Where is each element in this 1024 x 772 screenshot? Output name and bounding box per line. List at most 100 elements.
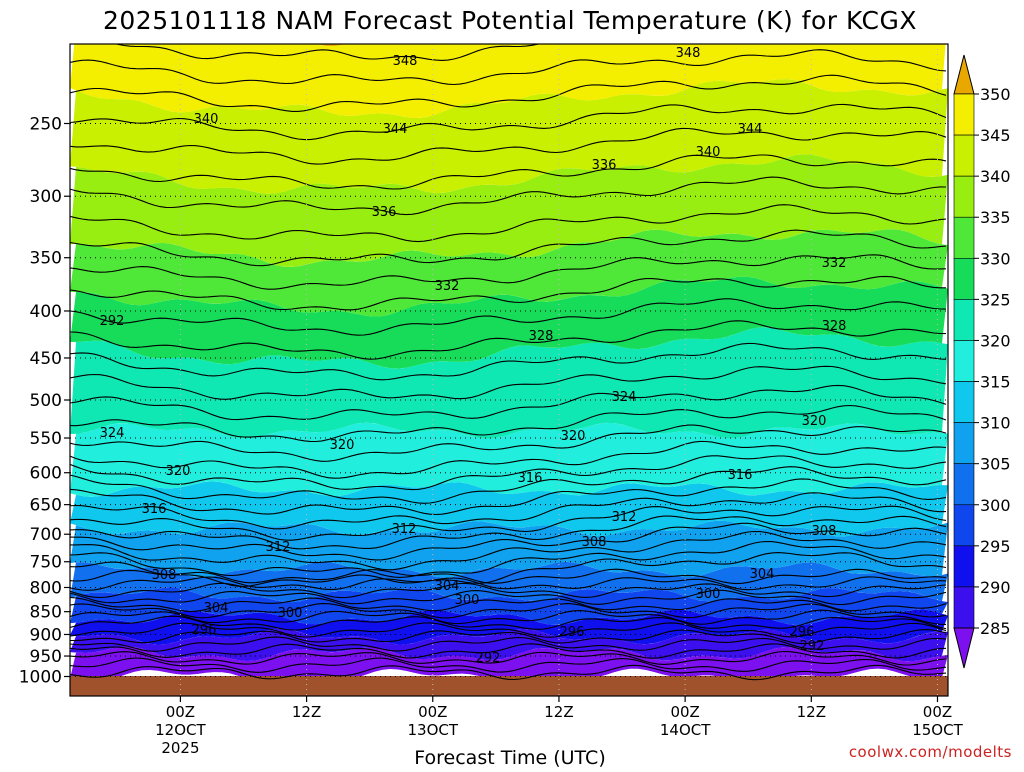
contour-line <box>70 127 947 165</box>
y-tick-label: 850 <box>30 603 62 623</box>
contour-label: 340 <box>696 145 721 160</box>
contour-line <box>70 664 947 681</box>
y-tick-label: 500 <box>30 391 62 411</box>
colorbar-segment <box>953 93 975 136</box>
contour-label: 312 <box>392 522 417 537</box>
ground <box>70 676 948 696</box>
pressure-axis: 2503003504004505005506006507007508008509… <box>19 115 70 688</box>
colorbar-label: 305 <box>980 455 1011 474</box>
contour-line <box>70 650 947 666</box>
contour-line <box>70 505 947 541</box>
y-tick-label: 1000 <box>19 668 62 688</box>
fill-band <box>70 327 948 439</box>
contour-line <box>70 103 947 141</box>
contour-line <box>70 365 947 400</box>
contour-label: 304 <box>750 567 775 582</box>
colorbar-segment <box>953 175 975 218</box>
contour-label: 308 <box>582 535 607 550</box>
contour-line <box>70 254 947 290</box>
colorbar-arrow-top <box>953 54 975 95</box>
contour-label: 316 <box>728 468 753 483</box>
contour-label: 296 <box>560 625 585 640</box>
colorbar-label: 345 <box>980 126 1011 145</box>
colorbar-segment <box>953 216 975 259</box>
y-tick-label: 800 <box>30 578 62 598</box>
y-tick-label: 900 <box>30 625 62 645</box>
contour-line <box>70 154 947 190</box>
contour-label: 344 <box>383 122 408 137</box>
y-tick-label: 600 <box>30 464 62 484</box>
contour-line <box>70 576 947 591</box>
contour-label: 340 <box>194 112 219 127</box>
colorbar-label: 320 <box>980 331 1011 350</box>
x-tick-date: 12OCT <box>155 721 206 739</box>
colorbar-segment <box>953 299 975 341</box>
x-tick-date: 14OCT <box>660 721 711 739</box>
x-tick-label: 00Z <box>418 703 447 721</box>
credit-text: coolwx.com/modelts <box>849 743 1012 761</box>
contour-line <box>70 342 947 381</box>
colorbar-segment <box>953 422 975 464</box>
contour-line <box>70 596 947 612</box>
contour-line <box>70 568 947 585</box>
contour-label: 336 <box>592 158 617 173</box>
fill-band <box>70 609 948 645</box>
contour-label: 336 <box>372 205 397 220</box>
y-tick-label: 300 <box>30 187 62 207</box>
contour-label: 304 <box>435 579 460 594</box>
ground-layer <box>70 676 948 696</box>
y-tick-label: 250 <box>30 115 62 135</box>
contour-line <box>70 615 947 631</box>
contour-label: 320 <box>166 464 191 479</box>
x-tick-label: 00Z <box>670 703 699 721</box>
contour-label: 292 <box>476 651 501 666</box>
fill-band <box>70 229 948 317</box>
contour-line <box>70 657 947 673</box>
contour-label: 292 <box>100 314 125 329</box>
fill-band <box>70 44 946 118</box>
colorbar-label: 310 <box>980 414 1011 433</box>
y-tick-label: 450 <box>30 349 62 369</box>
contour-line <box>70 320 947 360</box>
colorbar-segment <box>953 381 975 423</box>
contour-label: 320 <box>802 414 827 429</box>
contour-line <box>70 609 947 625</box>
colorbar-segment <box>953 545 975 588</box>
contour-label: 348 <box>393 54 418 69</box>
y-tick-label: 700 <box>30 525 62 545</box>
contour-line <box>70 204 947 243</box>
colorbar-segment <box>953 340 975 382</box>
contour-line <box>70 49 947 86</box>
grid-layer <box>70 44 948 696</box>
x-tick-label: 00Z <box>166 703 195 721</box>
contour-line <box>70 582 947 599</box>
fill-band <box>70 628 948 662</box>
contour-label: 300 <box>278 606 303 621</box>
y-tick-label: 350 <box>30 249 62 269</box>
contour-line <box>70 176 947 216</box>
contour-label: 316 <box>518 471 543 486</box>
contour-line <box>70 622 947 638</box>
contour-label: 344 <box>738 122 763 137</box>
contour-label: 296 <box>192 623 217 638</box>
x-tick-year: 2025 <box>161 739 199 757</box>
contour-line <box>70 455 947 491</box>
contour-label: 328 <box>529 329 554 344</box>
contour-label: 332 <box>435 279 460 294</box>
contour-line <box>70 636 947 652</box>
colorbar-label: 300 <box>980 496 1011 515</box>
y-tick-label: 550 <box>30 429 62 449</box>
x-tick-label: 12Z <box>797 703 826 721</box>
contour-line <box>70 275 946 311</box>
contour-line <box>70 643 947 659</box>
colorbar-segment <box>953 463 975 506</box>
colorbar-label: 295 <box>980 537 1011 556</box>
contour-line <box>70 424 947 462</box>
contour-label: 300 <box>455 593 480 608</box>
chart-title: 2025101118 NAM Forecast Potential Temper… <box>103 6 917 35</box>
contour-line <box>70 540 947 578</box>
contour-label: 348 <box>676 46 701 61</box>
colorbar-segment <box>953 258 975 300</box>
